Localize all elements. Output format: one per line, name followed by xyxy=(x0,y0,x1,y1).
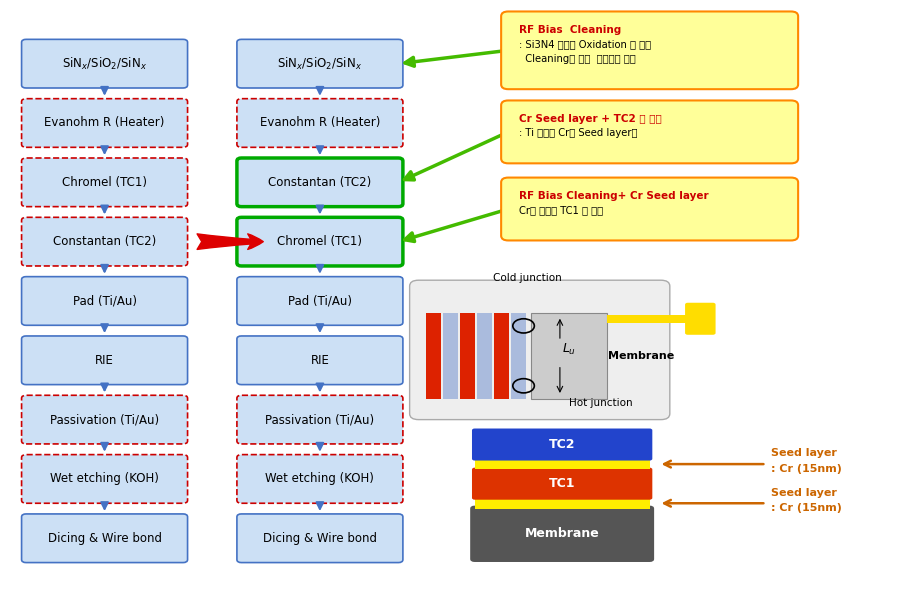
FancyBboxPatch shape xyxy=(22,39,187,88)
Bar xyxy=(426,313,441,399)
Text: RIE: RIE xyxy=(95,354,114,367)
Text: Seed layer: Seed layer xyxy=(770,448,837,458)
FancyBboxPatch shape xyxy=(237,514,403,563)
FancyBboxPatch shape xyxy=(501,178,798,240)
FancyBboxPatch shape xyxy=(472,429,652,461)
Bar xyxy=(531,313,607,399)
Text: Evanohm R (Heater): Evanohm R (Heater) xyxy=(260,116,380,129)
FancyBboxPatch shape xyxy=(22,514,187,563)
Text: : Si3N4 표면이 Oxidation 된 것을: : Si3N4 표면이 Oxidation 된 것을 xyxy=(519,39,652,49)
Text: TC2: TC2 xyxy=(549,438,575,451)
Bar xyxy=(607,315,688,323)
Text: Pad (Ti/Au): Pad (Ti/Au) xyxy=(73,294,137,308)
Text: Cr이 포함된 TC1 후 공정: Cr이 포함된 TC1 후 공정 xyxy=(519,205,603,215)
Text: Wet etching (KOH): Wet etching (KOH) xyxy=(50,473,159,485)
FancyBboxPatch shape xyxy=(237,99,403,147)
FancyBboxPatch shape xyxy=(22,455,187,503)
FancyBboxPatch shape xyxy=(22,99,187,147)
FancyBboxPatch shape xyxy=(237,277,403,325)
FancyBboxPatch shape xyxy=(685,303,716,335)
Text: Chromel (TC1): Chromel (TC1) xyxy=(277,235,363,248)
Text: Cold junction: Cold junction xyxy=(493,273,562,283)
FancyBboxPatch shape xyxy=(22,218,187,266)
FancyBboxPatch shape xyxy=(237,158,403,207)
FancyBboxPatch shape xyxy=(237,218,403,266)
Text: : Cr (15nm): : Cr (15nm) xyxy=(770,464,842,474)
FancyBboxPatch shape xyxy=(410,280,670,420)
Text: Pad (Ti/Au): Pad (Ti/Au) xyxy=(288,294,352,308)
FancyBboxPatch shape xyxy=(472,468,652,499)
FancyBboxPatch shape xyxy=(470,505,654,562)
Text: Passivation (Ti/Au): Passivation (Ti/Au) xyxy=(266,413,374,426)
Text: Constantan (TC2): Constantan (TC2) xyxy=(53,235,157,248)
FancyBboxPatch shape xyxy=(22,158,187,207)
Text: Chromel (TC1): Chromel (TC1) xyxy=(62,176,147,189)
Text: Evanohm R (Heater): Evanohm R (Heater) xyxy=(44,116,165,129)
Text: $L_u$: $L_u$ xyxy=(562,342,576,358)
Text: Constantan (TC2): Constantan (TC2) xyxy=(268,176,372,189)
FancyBboxPatch shape xyxy=(22,336,187,384)
Text: RF Bias Cleaning+ Cr Seed layer: RF Bias Cleaning+ Cr Seed layer xyxy=(519,191,708,201)
Bar xyxy=(460,313,475,399)
FancyBboxPatch shape xyxy=(237,39,403,88)
FancyBboxPatch shape xyxy=(22,395,187,444)
Text: Cleaning을 통해  벗겨주는 과정: Cleaning을 통해 벗겨주는 과정 xyxy=(519,54,635,64)
Text: : Ti 대신에 Cr을 Seed layer로: : Ti 대신에 Cr을 Seed layer로 xyxy=(519,128,637,138)
Text: Dicing & Wire bond: Dicing & Wire bond xyxy=(48,532,162,545)
Text: RF Bias  Cleaning: RF Bias Cleaning xyxy=(519,24,621,35)
Text: TC1: TC1 xyxy=(549,477,575,490)
Text: Passivation (Ti/Au): Passivation (Ti/Au) xyxy=(50,413,159,426)
FancyBboxPatch shape xyxy=(501,101,798,163)
Bar xyxy=(477,313,492,399)
FancyBboxPatch shape xyxy=(501,11,798,89)
Text: SiN$_x$/SiO$_2$/SiN$_x$: SiN$_x$/SiO$_2$/SiN$_x$ xyxy=(277,55,363,72)
Text: Membrane: Membrane xyxy=(608,351,674,361)
Bar xyxy=(511,313,526,399)
FancyBboxPatch shape xyxy=(22,277,187,325)
Text: Hot junction: Hot junction xyxy=(569,398,633,408)
Bar xyxy=(494,313,509,399)
Text: Wet etching (KOH): Wet etching (KOH) xyxy=(266,473,374,485)
Text: SiN$_x$/SiO$_2$/SiN$_x$: SiN$_x$/SiO$_2$/SiN$_x$ xyxy=(62,55,147,72)
Bar xyxy=(474,459,650,470)
Text: Membrane: Membrane xyxy=(525,527,599,541)
Bar xyxy=(474,498,650,508)
Text: Cr Seed layer + TC2 선 공정: Cr Seed layer + TC2 선 공정 xyxy=(519,113,662,123)
FancyBboxPatch shape xyxy=(237,455,403,503)
Text: Dicing & Wire bond: Dicing & Wire bond xyxy=(263,532,377,545)
Text: RIE: RIE xyxy=(310,354,329,367)
FancyBboxPatch shape xyxy=(237,395,403,444)
FancyBboxPatch shape xyxy=(237,336,403,384)
Text: : Cr (15nm): : Cr (15nm) xyxy=(770,503,842,513)
Bar xyxy=(443,313,458,399)
Text: Seed layer: Seed layer xyxy=(770,488,837,498)
